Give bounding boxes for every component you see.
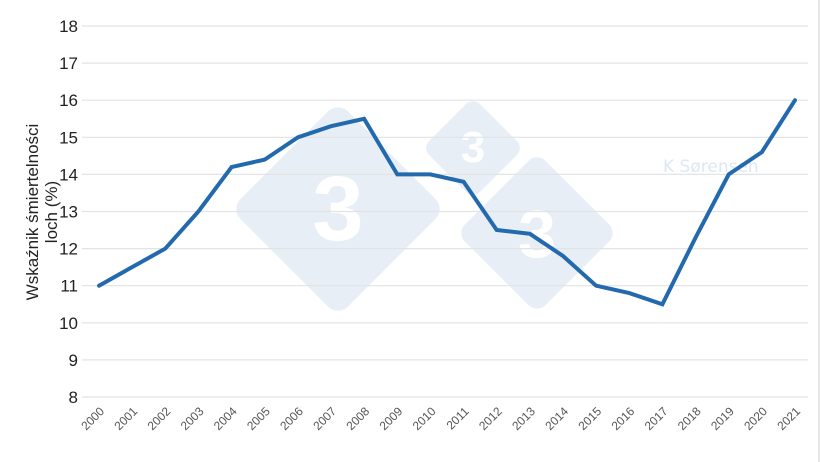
x-tick-label: 2020 xyxy=(741,404,770,433)
grid-lines xyxy=(82,25,808,398)
x-tick-label: 2008 xyxy=(343,404,372,433)
x-tick-label: 2007 xyxy=(310,404,339,433)
y-axis-label-line: Wskaźnik śmiertelności xyxy=(23,124,42,301)
y-tick-label: 14 xyxy=(59,165,78,184)
x-tick-label: 2013 xyxy=(509,404,538,433)
y-tick-label: 13 xyxy=(59,203,78,222)
series-line xyxy=(97,98,797,307)
y-tick-label: 17 xyxy=(59,54,78,73)
x-tick-label: 2018 xyxy=(675,404,704,433)
watermark-diamond-medium xyxy=(461,157,613,309)
x-tick-label: 2016 xyxy=(609,404,638,433)
x-tick-label: 2012 xyxy=(476,404,505,433)
x-tick-label: 2006 xyxy=(277,404,306,433)
watermark-glyph-large: 3 xyxy=(312,158,363,260)
x-tick-label: 2001 xyxy=(111,404,140,433)
y-tick-label: 16 xyxy=(59,91,78,110)
x-tick-label: 2015 xyxy=(575,404,604,433)
x-tick-label: 2017 xyxy=(642,404,671,433)
x-tick-label: 2002 xyxy=(145,404,174,433)
y-axis-label: Wskaźnik śmiertelności loch (%) xyxy=(23,124,61,301)
frame-border xyxy=(818,0,820,462)
y-tick-label: 15 xyxy=(59,128,78,147)
x-tick-label: 2000 xyxy=(78,404,107,433)
watermark-glyph-small: 3 xyxy=(461,123,485,172)
watermark-logo: 3 3 3 K Sørensen xyxy=(236,101,759,311)
x-tick-label: 2009 xyxy=(377,404,406,433)
x-tick-label: 2014 xyxy=(542,404,571,433)
y-tick-label: 12 xyxy=(59,240,78,259)
y-tick-label: 10 xyxy=(59,314,78,333)
x-tick-label: 2010 xyxy=(410,404,439,433)
x-tick-label: 2003 xyxy=(178,404,207,433)
y-tick-label: 11 xyxy=(60,277,78,296)
y-tick-label: 8 xyxy=(69,388,78,407)
y-axis-ticks: 8 9 10 11 12 13 14 15 16 17 18 xyxy=(59,17,78,407)
x-tick-label: 2019 xyxy=(708,404,737,433)
y-axis-label-line: loch (%) xyxy=(42,181,61,243)
y-tick-label: 9 xyxy=(69,351,78,370)
x-tick-label: 2011 xyxy=(444,404,472,432)
x-tick-label: 2004 xyxy=(211,404,240,433)
y-tick-label: 18 xyxy=(59,17,78,36)
x-tick-label: 2021 xyxy=(774,404,803,433)
x-tick-label: 2005 xyxy=(244,404,273,433)
x-axis-ticks: 2000 2001 2002 2003 2004 2005 2006 2007 2008 2009… xyxy=(78,404,803,433)
watermark-diamond-small xyxy=(426,101,520,195)
